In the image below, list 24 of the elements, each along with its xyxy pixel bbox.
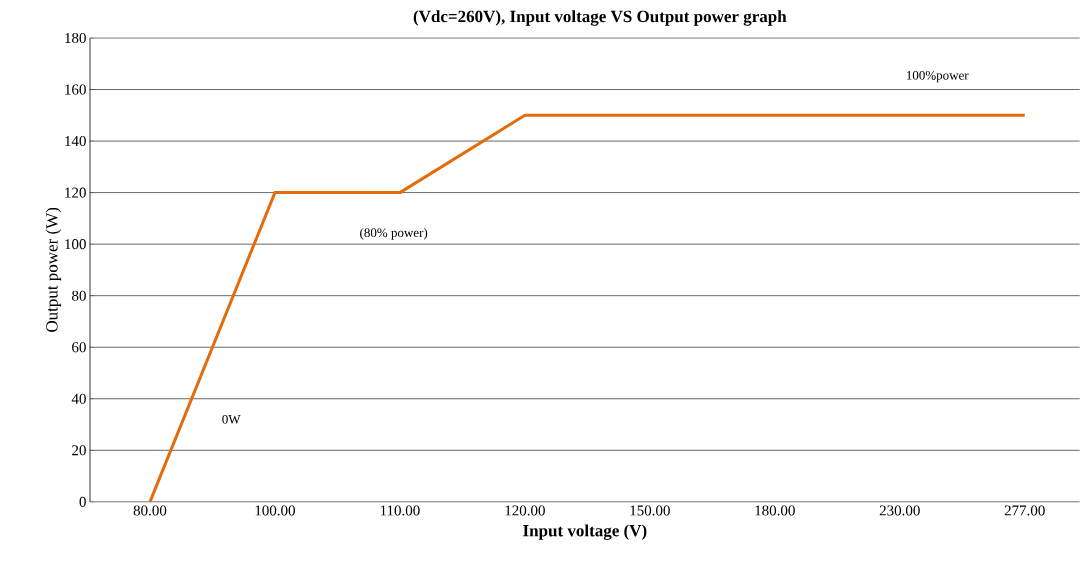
- y-tick-label: 160: [65, 84, 86, 95]
- x-axis-title: Input voltage (V): [523, 524, 647, 541]
- y-tick-label: 100: [65, 239, 86, 250]
- y-tick-label: 140: [65, 136, 86, 147]
- annotation: 0W: [222, 415, 241, 424]
- x-tick-label: 230.00: [879, 505, 920, 516]
- y-tick-label: 20: [72, 445, 86, 456]
- chart-title: (Vdc=260V), Input voltage VS Output power graph: [413, 10, 787, 26]
- y-axis-title: Output power (W): [45, 207, 62, 333]
- y-tick-label: 0: [79, 496, 86, 507]
- y-tick-label: 120: [65, 187, 86, 198]
- x-tick-label: 180.00: [755, 505, 795, 516]
- annotation: 100%power: [906, 71, 969, 83]
- y-tick-label: 40: [71, 393, 86, 404]
- x-tick-label: 277.00: [1004, 505, 1045, 516]
- x-tick-label: 120.00: [505, 505, 545, 516]
- x-tick-label: 150.00: [630, 505, 670, 516]
- x-tick-label: 110.00: [380, 505, 420, 516]
- annotation: (80% power): [360, 228, 428, 240]
- x-tick-label: 80.00: [133, 505, 167, 516]
- y-tick-label: 60: [72, 342, 86, 353]
- y-tick-label: 180: [65, 33, 86, 44]
- x-tick-label: 100.00: [255, 505, 295, 516]
- y-tick-label: 80: [72, 290, 86, 301]
